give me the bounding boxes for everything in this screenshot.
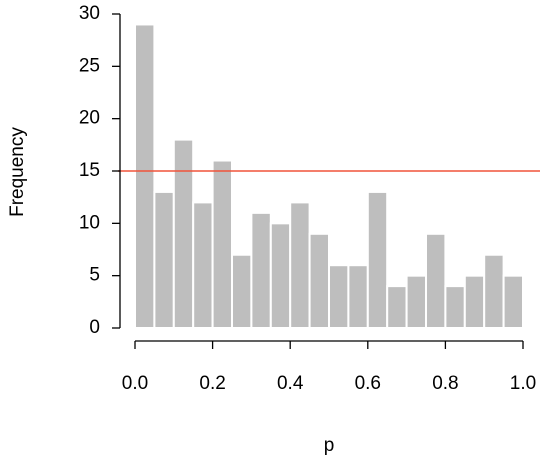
- x-tick-label: 0.6: [355, 373, 381, 394]
- y-tick-label: 20: [79, 108, 100, 129]
- y-tick-label: 15: [79, 160, 100, 181]
- x-tick-label: 0.4: [277, 373, 304, 394]
- bar: [425, 232, 447, 329]
- bar: [172, 138, 195, 329]
- bar: [134, 23, 156, 329]
- bar: [289, 201, 311, 329]
- bar: [502, 274, 525, 329]
- x-tick-label: 0.0: [122, 373, 148, 394]
- x-tick-label: 0.2: [199, 373, 225, 394]
- bar: [483, 253, 505, 330]
- y-tick-label: 30: [79, 3, 100, 24]
- bar: [231, 253, 253, 330]
- bar: [444, 285, 466, 329]
- bar: [153, 190, 175, 329]
- bar: [366, 190, 389, 329]
- x-axis-label: p: [324, 435, 335, 456]
- y-tick-label: 10: [79, 212, 100, 233]
- bar: [386, 285, 408, 329]
- bar: [211, 159, 234, 329]
- bar: [328, 264, 350, 330]
- y-axis-label: Frequency: [7, 127, 28, 217]
- bar: [250, 211, 272, 329]
- bar: [269, 222, 292, 329]
- bar: [405, 274, 428, 329]
- bar: [192, 201, 214, 329]
- x-tick-label: 0.8: [432, 373, 458, 394]
- bar: [308, 232, 331, 329]
- bar: [463, 274, 486, 329]
- y-tick-label: 25: [79, 55, 100, 76]
- x-tick-label: 1.0: [510, 373, 536, 394]
- y-tick-label: 5: [89, 265, 100, 286]
- bar: [347, 264, 369, 330]
- y-tick-label: 0: [89, 317, 100, 338]
